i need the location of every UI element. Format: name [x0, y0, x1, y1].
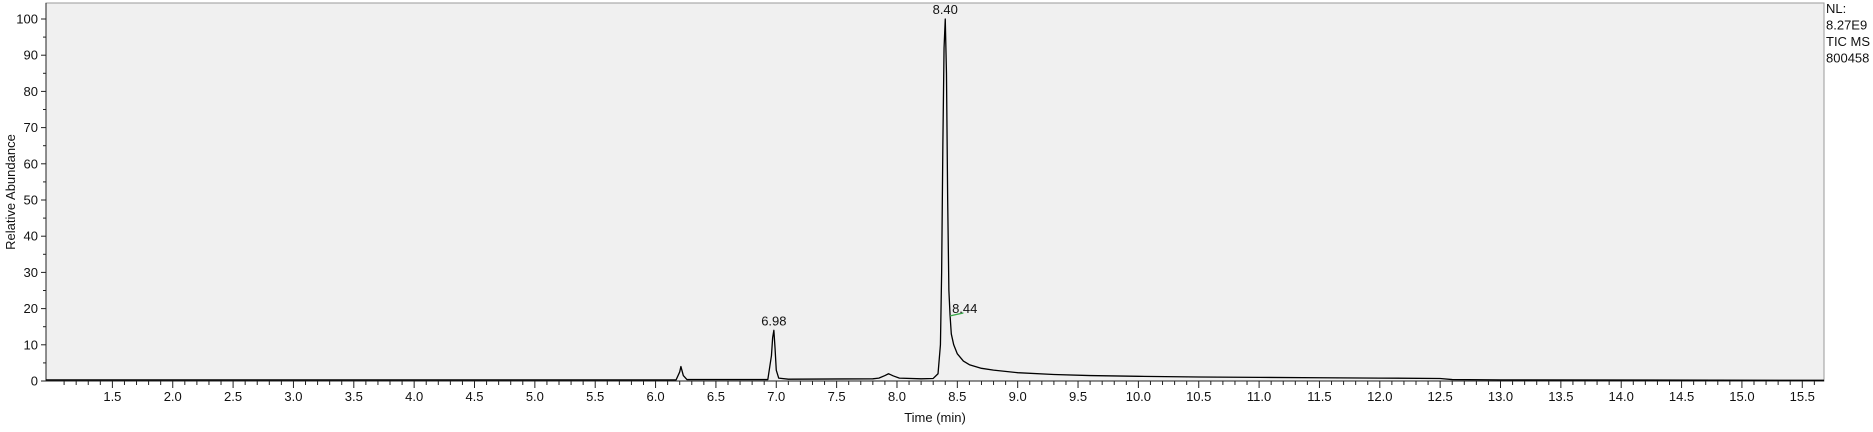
y-tick-label: 60 — [24, 156, 38, 171]
x-tick-label: 8.5 — [948, 389, 966, 404]
x-tick-label: 1.5 — [103, 389, 121, 404]
peak-label: 8.40 — [933, 2, 958, 17]
x-tick-label: 9.5 — [1069, 389, 1087, 404]
x-tick-label: 14.5 — [1669, 389, 1694, 404]
x-tick-label: 6.0 — [647, 389, 665, 404]
x-tick-label: 15.0 — [1729, 389, 1754, 404]
x-tick-label: 13.0 — [1488, 389, 1513, 404]
x-tick-label: 4.0 — [405, 389, 423, 404]
x-tick-label: 3.5 — [345, 389, 363, 404]
x-tick-label: 15.5 — [1790, 389, 1815, 404]
info-block: NL: 8.27E9 TIC MS 800458 — [1826, 1, 1870, 66]
x-axis-title: Time (min) — [904, 410, 966, 425]
peak-labels: 8.40 6.98 8.44 — [761, 2, 977, 328]
x-tick-label: 7.5 — [828, 389, 846, 404]
series-line — [46, 18, 1825, 381]
y-tick-label: 0 — [31, 374, 38, 389]
info-line: NL: — [1826, 1, 1846, 16]
info-line: TIC MS — [1826, 34, 1870, 49]
y-tick-label: 80 — [24, 84, 38, 99]
x-tick-label: 14.0 — [1609, 389, 1634, 404]
y-tick-label: 20 — [24, 301, 38, 316]
peak-label: 8.44 — [952, 301, 977, 316]
y-tick-label: 100 — [16, 12, 38, 27]
x-tick-label: 6.5 — [707, 389, 725, 404]
x-tick-label: 5.0 — [526, 389, 544, 404]
info-line: 800458 — [1826, 51, 1869, 66]
x-tick-label: 11.5 — [1307, 389, 1331, 404]
x-tick-label: 5.5 — [586, 389, 604, 404]
y-tick-label: 40 — [24, 229, 38, 244]
x-tick-label: 13.5 — [1548, 389, 1573, 404]
x-tick-label: 12.0 — [1367, 389, 1392, 404]
info-line: 8.27E9 — [1826, 18, 1867, 33]
y-axis-title: Relative Abundance — [3, 134, 18, 250]
x-tick-label: 4.5 — [465, 389, 483, 404]
x-tick-label: 10.5 — [1186, 389, 1211, 404]
x-axis: 1.5 2.0 2.5 3.0 3.5 4.0 4.5 5.0 5.5 6.0 6.5 7.0 7.5 8… — [46, 380, 1824, 404]
x-tick-label: 12.5 — [1427, 389, 1452, 404]
x-tick-label: 2.0 — [164, 389, 182, 404]
y-tick-label: 70 — [24, 120, 38, 135]
y-tick-label: 30 — [24, 265, 38, 280]
x-tick-label: 8.0 — [888, 389, 906, 404]
y-tick-label: 50 — [24, 193, 38, 208]
x-tick-label: 2.5 — [224, 389, 242, 404]
x-tick-label: 9.0 — [1009, 389, 1027, 404]
x-tick-label: 10.0 — [1126, 389, 1151, 404]
y-tick-label: 10 — [24, 337, 38, 352]
y-axis: 0 10 20 30 40 50 60 70 80 90 100 — [16, 3, 47, 389]
peak-baseline-marker — [949, 312, 964, 317]
x-tick-label: 11.0 — [1247, 389, 1271, 404]
x-tick-label: 7.0 — [767, 389, 785, 404]
x-tick-label: 3.0 — [284, 389, 302, 404]
plot-area — [45, 2, 1825, 382]
peak-label: 6.98 — [761, 313, 786, 328]
y-tick-label: 90 — [24, 48, 38, 63]
series-group — [46, 18, 1825, 381]
